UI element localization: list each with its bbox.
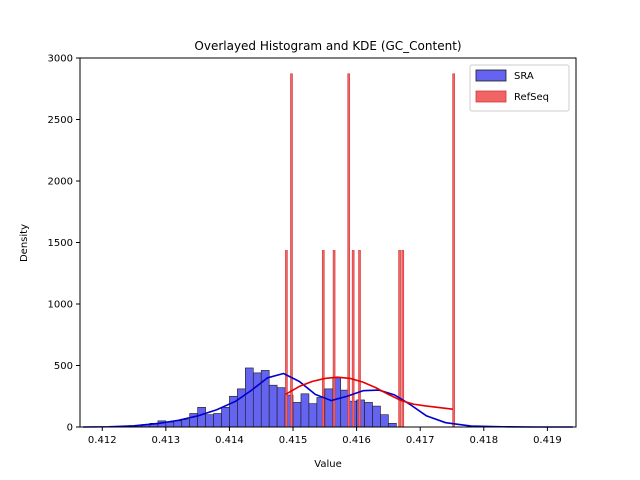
x-tick-label: 0.412 (88, 435, 117, 446)
sra-bar (181, 419, 190, 428)
sra-bar (205, 414, 214, 428)
sra-bar (276, 387, 286, 428)
refseq-bar (290, 73, 293, 428)
x-tick-label: 0.417 (406, 435, 435, 446)
sra-bar (364, 402, 373, 428)
sra-kde-line (83, 372, 573, 428)
refseq-bar (452, 73, 455, 428)
refseq-bar (351, 250, 355, 428)
plot-frame (79, 57, 577, 428)
y-axis-ticks: 0 500 1000 1500 2000 2500 3000 (48, 54, 80, 434)
sra-bar (388, 423, 397, 428)
x-tick-label: 0.419 (533, 435, 562, 446)
y-axis-label: Density (19, 224, 30, 262)
sra-bar (245, 367, 254, 428)
x-tick-label: 0.414 (215, 435, 244, 446)
sra-bar (380, 414, 389, 428)
x-tick-label: 0.418 (469, 435, 498, 446)
sra-bar (324, 388, 334, 428)
kde-lines (83, 372, 573, 428)
chart-title: Overlayed Histogram and KDE (GC_Content) (194, 39, 461, 53)
sra-bar (221, 407, 230, 428)
refseq-bar (321, 250, 325, 428)
legend-label-refseq: RefSeq (514, 92, 549, 103)
x-tick-label: 0.413 (152, 435, 181, 446)
legend-swatch-refseq (475, 90, 507, 103)
sra-bar (197, 407, 206, 428)
sra-bar (173, 420, 183, 428)
x-axis-ticks: 0.412 0.413 0.414 0.415 0.416 0.417 0.418 0.419 (88, 427, 562, 446)
refseq-bar (358, 250, 361, 428)
y-tick-label: 500 (54, 361, 73, 372)
x-tick-label: 0.416 (342, 435, 371, 446)
y-tick-label: 2500 (48, 115, 73, 126)
sra-bar (292, 402, 302, 428)
y-tick-label: 3000 (48, 54, 73, 65)
y-tick-label: 0 (67, 423, 73, 434)
y-tick-label: 2000 (48, 177, 73, 188)
legend-swatch-sra (475, 69, 507, 82)
sra-bar (308, 403, 318, 428)
refseq-bar (285, 250, 288, 428)
sra-bar (252, 372, 262, 428)
refseq-kde-line (284, 376, 453, 410)
sra-bar (268, 384, 278, 428)
legend-label-sra: SRA (514, 71, 534, 82)
refseq-bar (347, 73, 351, 428)
sra-bar (213, 413, 222, 428)
x-axis-label: Value (314, 459, 341, 470)
y-tick-label: 1000 (48, 300, 73, 311)
legend: SRA RefSeq (469, 64, 570, 112)
sra-bar (372, 405, 381, 428)
y-tick-label: 1500 (48, 238, 73, 249)
sra-bar (300, 393, 310, 428)
x-tick-label: 0.415 (279, 435, 308, 446)
